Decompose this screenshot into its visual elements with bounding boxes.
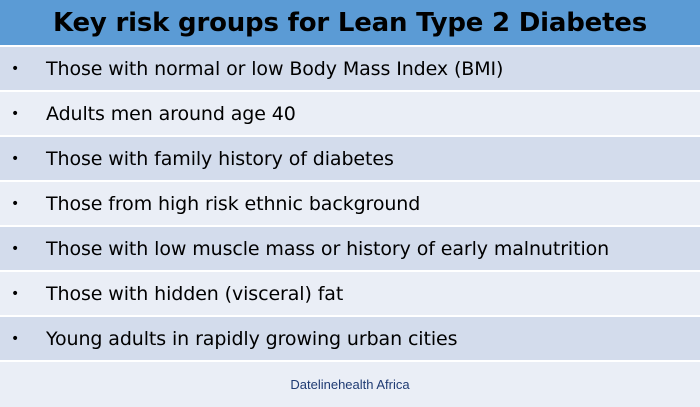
page-title: Key risk groups for Lean Type 2 Diabetes [52,7,648,38]
bullet-icon: • [11,105,20,122]
bullet-icon: • [11,150,20,167]
bullet-icon: • [11,240,20,257]
list-item-text: Those with hidden (visceral) fat [46,282,344,305]
list-item: • Adults men around age 40 [0,92,700,135]
list-item-text: Those with low muscle mass or history of… [46,237,610,260]
list-item-text: Those with family history of diabetes [46,147,394,170]
list-item: • Those with normal or low Body Mass Ind… [0,47,700,90]
bullet-icon: • [11,195,20,212]
list-item: • Those with family history of diabetes [0,137,700,180]
footer-credit: Datelinehealth Africa [290,377,410,392]
list-item-text: Those with normal or low Body Mass Index… [46,57,504,80]
bullet-icon: • [11,60,20,77]
footer: Datelinehealth Africa [0,362,700,407]
list-item: • Those from high risk ethnic background [0,182,700,225]
list-item: • Young adults in rapidly growing urban … [0,317,700,360]
list-item-text: Young adults in rapidly growing urban ci… [46,327,458,350]
list-item-text: Those from high risk ethnic background [46,192,421,215]
list-item: • Those with hidden (visceral) fat [0,272,700,315]
bullet-icon: • [11,285,20,302]
list-item: • Those with low muscle mass or history … [0,227,700,270]
bullet-icon: • [11,330,20,347]
risk-group-list: • Those with normal or low Body Mass Ind… [0,47,700,362]
title-bar: Key risk groups for Lean Type 2 Diabetes [0,0,700,47]
list-item-text: Adults men around age 40 [46,102,296,125]
